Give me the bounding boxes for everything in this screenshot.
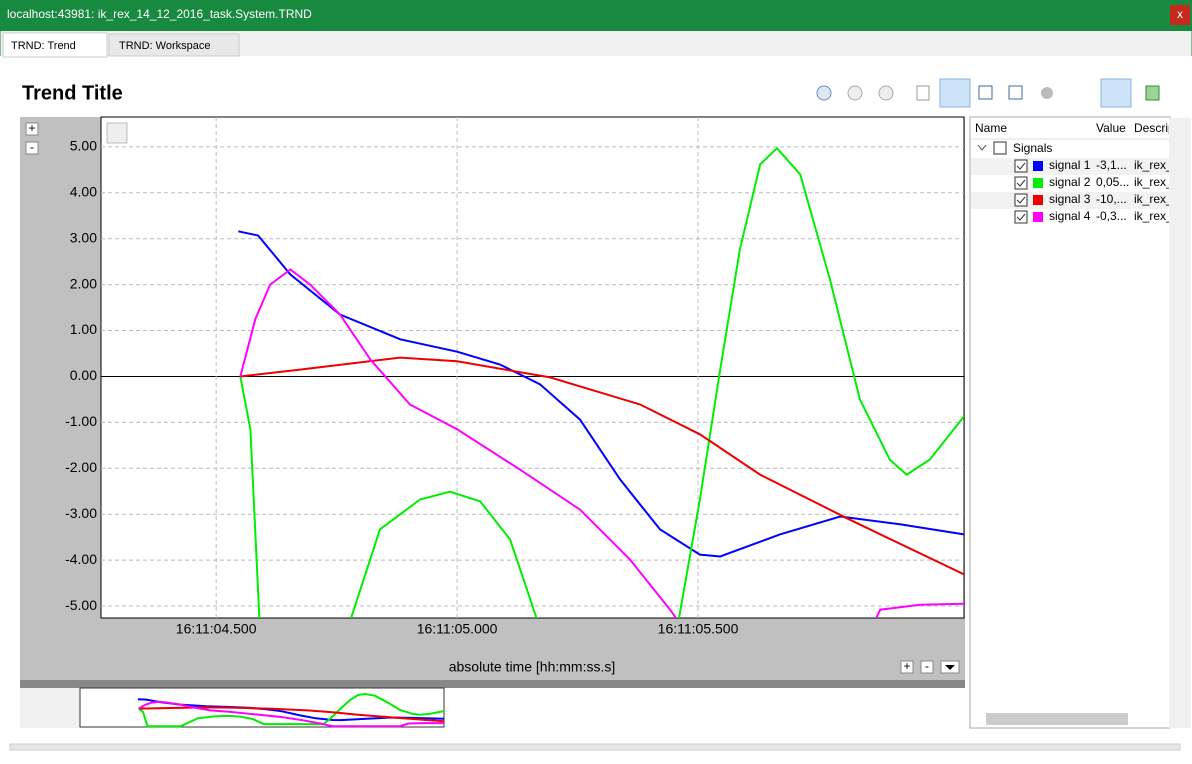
series-line	[138, 692, 445, 728]
export-button[interactable]	[1145, 85, 1160, 101]
play-button[interactable]	[816, 85, 832, 101]
y-tick-label: 4.00	[70, 183, 97, 199]
plot-area	[100, 116, 965, 619]
x-axis-label: absolute time [hh:mm:ss.s]	[449, 659, 616, 675]
x-tick-label: 16:11:05.500	[658, 621, 739, 637]
row-checkbox	[1014, 176, 1028, 190]
signal-value: 0,05...	[1096, 175, 1129, 189]
column-header: Value	[1096, 121, 1126, 135]
legend-swatch	[1033, 195, 1043, 205]
y-tick-label: 2.00	[70, 275, 97, 291]
zoom-in[interactable]	[25, 122, 39, 136]
overview-lines	[137, 692, 445, 728]
settings-button[interactable]	[1041, 87, 1053, 99]
zoom-in-label: +	[28, 121, 35, 135]
select-button[interactable]	[916, 85, 930, 101]
lock-button[interactable]	[106, 122, 128, 144]
toolbar	[816, 78, 1160, 108]
scrollbar[interactable]	[9, 743, 1181, 751]
row-checkbox	[1014, 193, 1028, 207]
signal-description: ik_rex_	[1134, 192, 1173, 206]
expand-arrow	[977, 144, 987, 151]
zoom-out[interactable]	[25, 141, 39, 155]
stop-button[interactable]	[878, 85, 894, 101]
legend-entry: signal 3	[1049, 192, 1091, 206]
signal-value: -3,1...	[1096, 158, 1127, 172]
row-checkbox	[1014, 210, 1028, 224]
column-header: Name	[975, 121, 1007, 135]
pause-button[interactable]	[847, 85, 863, 101]
series-line	[240, 356, 964, 576]
signal-panel	[969, 116, 1171, 729]
x-zoom-out[interactable]	[920, 660, 934, 674]
x-zoom-in-label: +	[903, 659, 910, 673]
panel-scroll-thumb[interactable]	[986, 713, 1128, 725]
check	[1016, 179, 1026, 187]
signal-description: ik_rex_	[1134, 158, 1173, 172]
y-tick-label: 5.00	[70, 138, 97, 154]
check	[1016, 162, 1026, 170]
close-button[interactable]	[1170, 5, 1190, 25]
x-zoom-out-label: -	[925, 659, 929, 673]
pan-button[interactable]	[939, 78, 971, 108]
series-line	[238, 230, 964, 558]
tab[interactable]	[108, 33, 240, 57]
y-tick-label: -4.00	[65, 551, 97, 567]
x-tick-label: 16:11:05.000	[417, 621, 498, 637]
chart-title: Trend Title	[22, 82, 123, 104]
tab-label: TRND: Trend	[11, 40, 76, 52]
plot-lines	[238, 146, 964, 618]
zoom-button[interactable]	[978, 85, 993, 100]
overview-window[interactable]	[79, 687, 445, 728]
series-line	[239, 268, 964, 618]
y-tick-label: 3.00	[70, 229, 97, 245]
legend-button[interactable]	[1100, 78, 1132, 108]
legend-entry: signal 2	[1049, 175, 1091, 189]
tab-active[interactable]	[2, 32, 108, 58]
series-line	[239, 146, 964, 618]
title-bar	[0, 0, 1192, 31]
y-tick-label: -3.00	[65, 505, 97, 521]
close-label: x	[1177, 7, 1183, 21]
signal-value: -10,...	[1096, 192, 1127, 206]
menu-arrow	[945, 665, 955, 670]
signal-description: ik_rex_	[1134, 175, 1173, 189]
signal-description: ik_rex_	[1134, 209, 1173, 223]
y-tick-label: -1.00	[65, 413, 97, 429]
panel-mask	[1169, 118, 1191, 728]
y-tick-label: -5.00	[65, 597, 97, 613]
legend-swatch	[1033, 178, 1043, 188]
row-checkbox	[1014, 159, 1028, 173]
group-checkbox	[993, 141, 1007, 155]
legend-entry: signal 1	[1049, 158, 1091, 172]
signal-value: -0,3...	[1096, 209, 1127, 223]
series-line	[138, 706, 445, 723]
x-zoom-in[interactable]	[900, 660, 914, 674]
overview-bar	[20, 680, 965, 688]
legend-swatch	[1033, 212, 1043, 222]
legend-swatch	[1033, 161, 1043, 171]
check	[1016, 213, 1026, 221]
column-header: Descrip	[1134, 121, 1175, 135]
fit-button[interactable]	[1008, 85, 1023, 100]
window-title: localhost:43981: ik_rex_14_12_2016_task.…	[7, 7, 312, 21]
series-line	[138, 700, 444, 728]
check	[1016, 196, 1026, 204]
zoom-out-label: -	[30, 140, 34, 154]
y-tick-label: -2.00	[65, 459, 97, 475]
legend-entry: signal 4	[1049, 209, 1091, 223]
y-tick-label: 1.00	[70, 321, 97, 337]
tab-label: TRND: Workspace	[119, 40, 210, 52]
x-tick-label: 16:11:04.500	[176, 621, 257, 637]
group-label: Signals	[1013, 141, 1052, 155]
y-tick-label: 0.00	[70, 367, 97, 383]
